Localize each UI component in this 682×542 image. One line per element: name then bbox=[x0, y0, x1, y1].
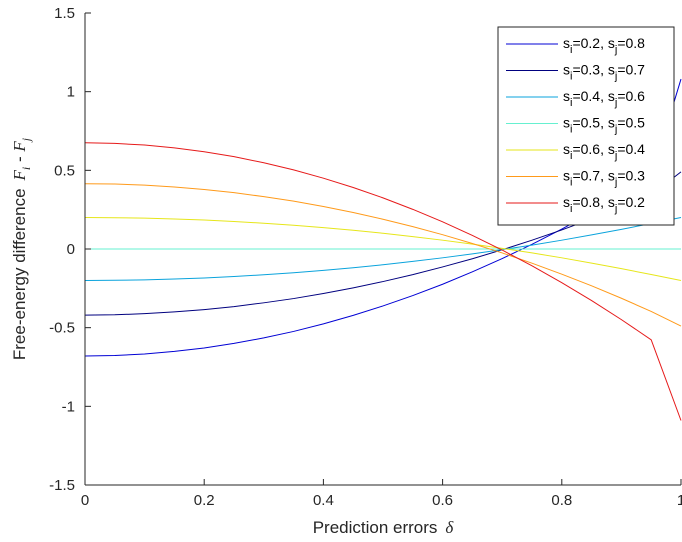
y-tick-label: 0.5 bbox=[54, 162, 75, 179]
series-line-3 bbox=[84, 217, 682, 281]
series-line-7 bbox=[84, 142, 682, 421]
y-axis-label-fj-sub: j bbox=[19, 137, 33, 143]
x-axis-label: Prediction errors δ bbox=[313, 518, 455, 537]
legend-label-1: si=0.2, sj=0.8 bbox=[563, 35, 645, 56]
y-axis-label-fi-sub: i bbox=[19, 167, 33, 170]
x-tick-label: 1 bbox=[677, 492, 682, 509]
legend-label-6: si=0.7, sj=0.3 bbox=[563, 168, 645, 189]
y-ticks: -1.5 -1 -0.5 0 0.5 1 1.5 bbox=[49, 5, 91, 494]
y-tick-label: -1.5 bbox=[49, 477, 75, 494]
series-line-5 bbox=[84, 217, 682, 281]
legend-label-7: si=0.8, sj=0.2 bbox=[563, 194, 645, 215]
y-tick-label: 1.5 bbox=[54, 5, 75, 22]
legend-label-2: si=0.3, sj=0.7 bbox=[563, 62, 645, 83]
series-line-6 bbox=[84, 183, 682, 327]
x-axis-label-symbol: δ bbox=[445, 518, 454, 537]
x-tick-label: 0.8 bbox=[551, 492, 572, 509]
y-tick-label: -1 bbox=[62, 398, 75, 415]
legend-label-3: si=0.4, sj=0.6 bbox=[563, 88, 645, 109]
legend-label-5: si=0.6, sj=0.4 bbox=[563, 141, 645, 162]
x-axis-label-text: Prediction errors bbox=[313, 518, 438, 537]
y-tick-label: 0 bbox=[67, 241, 75, 258]
series-lines bbox=[84, 78, 682, 421]
y-axis-label: Free-energy difference Fi - Fj bbox=[10, 137, 33, 360]
y-axis-label-minus: - bbox=[10, 152, 29, 167]
x-tick-label: 0.4 bbox=[313, 492, 334, 509]
legend: si=0.2, sj=0.8 si=0.3, sj=0.7 si=0.4, sj=0… bbox=[497, 26, 675, 226]
legend-label-4: si=0.5, sj=0.5 bbox=[563, 115, 645, 136]
y-tick-label: 1 bbox=[67, 84, 75, 101]
y-tick-label: -0.5 bbox=[49, 320, 75, 337]
y-axis-label-text: Free-energy difference bbox=[10, 188, 29, 360]
x-tick-label: 0.6 bbox=[432, 492, 453, 509]
y-axis-label-fi: F bbox=[10, 169, 29, 181]
x-ticks: 0 0.2 0.4 0.6 0.8 1 bbox=[81, 479, 682, 509]
x-tick-label: 0 bbox=[81, 492, 89, 509]
legend-box bbox=[497, 26, 675, 226]
y-axis-label-fj: F bbox=[10, 141, 29, 153]
x-tick-label: 0.2 bbox=[194, 492, 215, 509]
